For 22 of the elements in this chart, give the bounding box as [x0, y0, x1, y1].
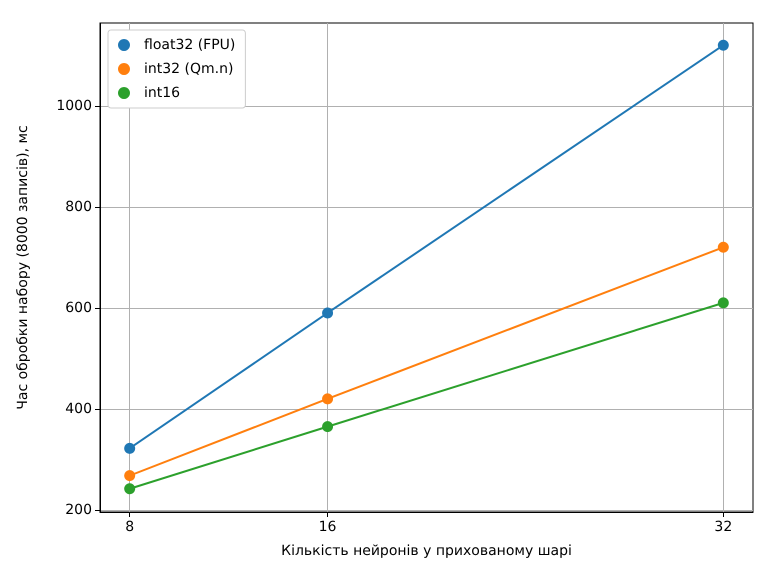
point [322, 421, 334, 432]
y-axis-title: Час обробки набору (8000 записів), мс [15, 125, 31, 410]
y-tick-label: 200 [65, 502, 92, 518]
x-axis-title: Кількість нейронів у прихованому шарі [281, 543, 572, 559]
point [322, 307, 334, 318]
legend-label: int32 (Qm.n) [144, 61, 234, 77]
point [718, 242, 729, 253]
y-tick-label: 600 [65, 300, 92, 316]
point [718, 40, 729, 51]
point [322, 393, 334, 404]
point [124, 483, 136, 494]
x-tick-label: 16 [318, 519, 337, 535]
y-tick-label: 1000 [56, 98, 92, 114]
y-tick-label: 400 [65, 400, 92, 417]
y-tick-label: 800 [65, 198, 92, 215]
legend-label: float32 (FPU) [144, 37, 236, 53]
point [718, 297, 729, 308]
point [124, 470, 136, 482]
x-tick-label: 8 [125, 519, 134, 535]
point [124, 442, 136, 454]
x-tick-label: 32 [714, 519, 732, 535]
legend-label: int16 [144, 85, 180, 101]
